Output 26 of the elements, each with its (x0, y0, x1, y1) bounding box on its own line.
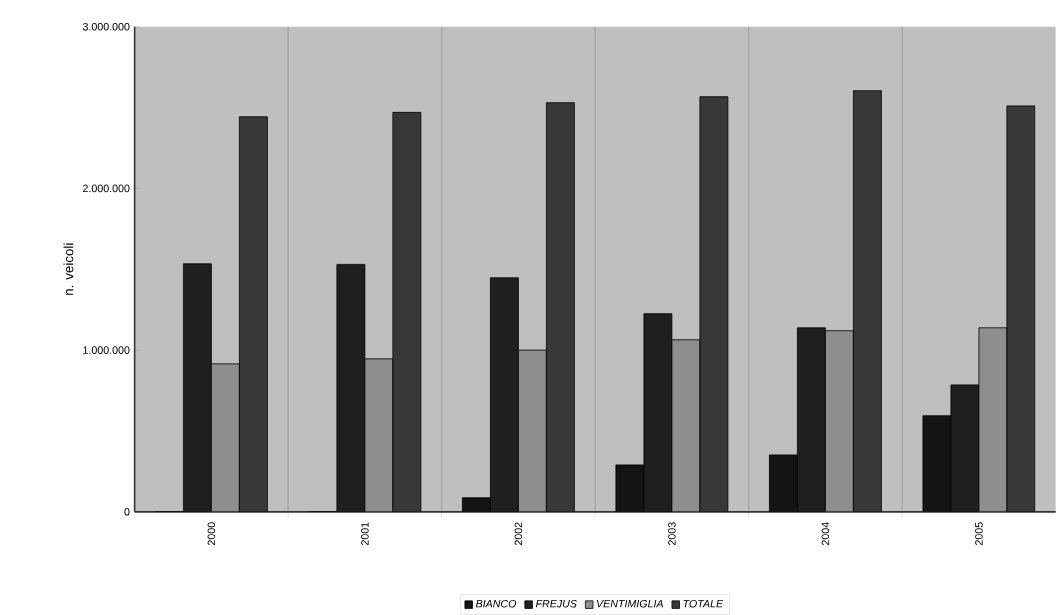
y-tick-label: 1.000.000 (83, 346, 130, 354)
bar (517, 349, 547, 512)
x-tick-label: 2004 (821, 522, 830, 546)
bar (978, 327, 1008, 512)
legend-label: FREJUS (535, 599, 577, 608)
bar (210, 363, 240, 512)
bar (825, 330, 854, 512)
x-tick-label: 2001 (361, 522, 369, 546)
legend-label: BIANCO (475, 599, 517, 608)
bar (364, 358, 394, 512)
bar (182, 263, 212, 512)
y-tick-label: 0 (124, 508, 130, 516)
bar (922, 415, 952, 512)
y-tick-label: 2.000.000 (83, 184, 130, 193)
bar (671, 339, 701, 512)
bar (950, 384, 980, 512)
x-tick-label: 2003 (668, 522, 676, 546)
y-axis-title: n. veicoli (63, 243, 74, 295)
bar (643, 313, 673, 512)
x-tick-label: 2002 (514, 522, 523, 546)
y-tick-label: 3.000.000 (82, 22, 130, 31)
bar (336, 264, 366, 512)
legend-label: TOTALE (683, 599, 724, 608)
x-tick-label: 2005 (975, 522, 983, 546)
legend-label: VENTIMIGLIA (596, 599, 663, 608)
x-tick-label: 2000 (207, 522, 216, 546)
